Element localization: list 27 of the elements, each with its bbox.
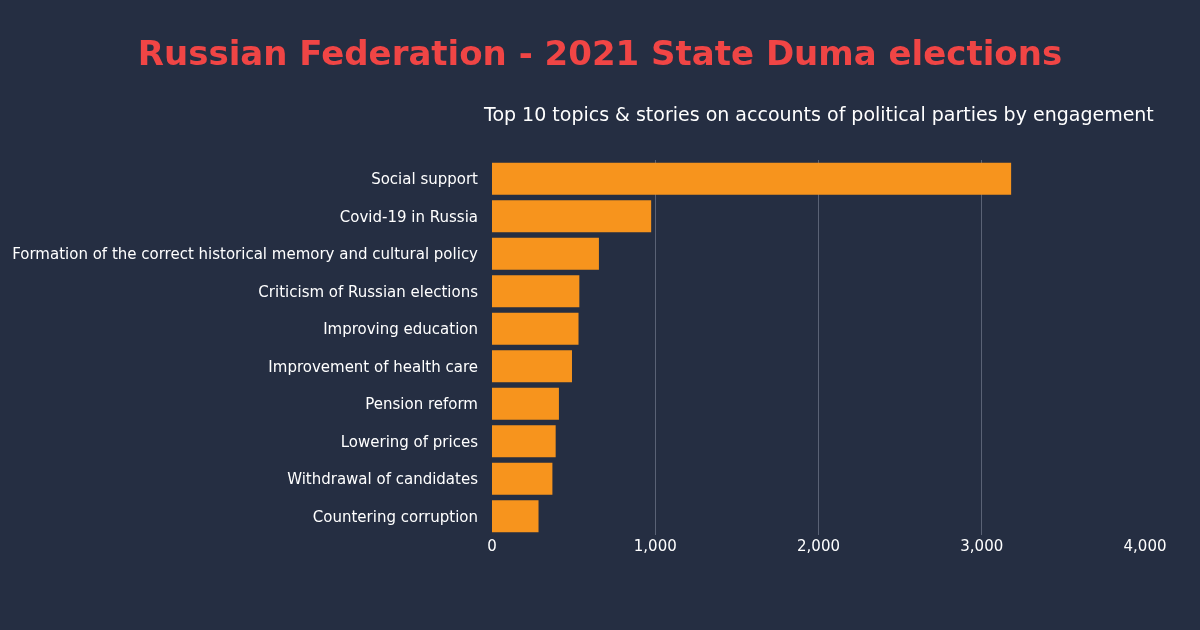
bar bbox=[492, 162, 1012, 195]
bar bbox=[492, 387, 559, 420]
bar bbox=[492, 200, 652, 233]
x-tick-label: 4,000 bbox=[1123, 537, 1167, 555]
bar bbox=[492, 350, 572, 383]
y-tick-label: Countering corruption bbox=[312, 507, 478, 526]
chart-subtitle: Top 10 topics & stories on accounts of political parties by engagement bbox=[483, 103, 1154, 125]
bar bbox=[492, 237, 599, 270]
y-tick-label: Covid-19 in Russia bbox=[339, 207, 478, 226]
y-tick-label: Lowering of prices bbox=[340, 432, 479, 451]
x-tick-label: 2,000 bbox=[797, 537, 840, 555]
y-tick-label: Improving education bbox=[323, 320, 478, 338]
y-tick-label: Pension reform bbox=[365, 395, 478, 413]
y-tick-label: Social support bbox=[371, 170, 479, 188]
bar bbox=[492, 312, 579, 345]
bar bbox=[492, 500, 539, 533]
chart-title: Russian Federation - 2021 State Duma elections bbox=[137, 33, 1063, 74]
bar bbox=[492, 275, 580, 308]
bar bbox=[492, 425, 556, 458]
x-tick-label: 0 bbox=[487, 537, 497, 555]
y-tick-label: Withdrawal of candidates bbox=[287, 470, 479, 488]
y-tick-label: Improvement of health care bbox=[268, 357, 478, 376]
y-tick-label: Formation of the correct historical memory and cultural policy bbox=[12, 245, 479, 263]
x-tick-label: 3,000 bbox=[960, 537, 1004, 555]
x-tick-label: 1,000 bbox=[633, 537, 677, 555]
bar bbox=[492, 462, 553, 495]
y-tick-label: Criticism of Russian elections bbox=[258, 282, 479, 301]
